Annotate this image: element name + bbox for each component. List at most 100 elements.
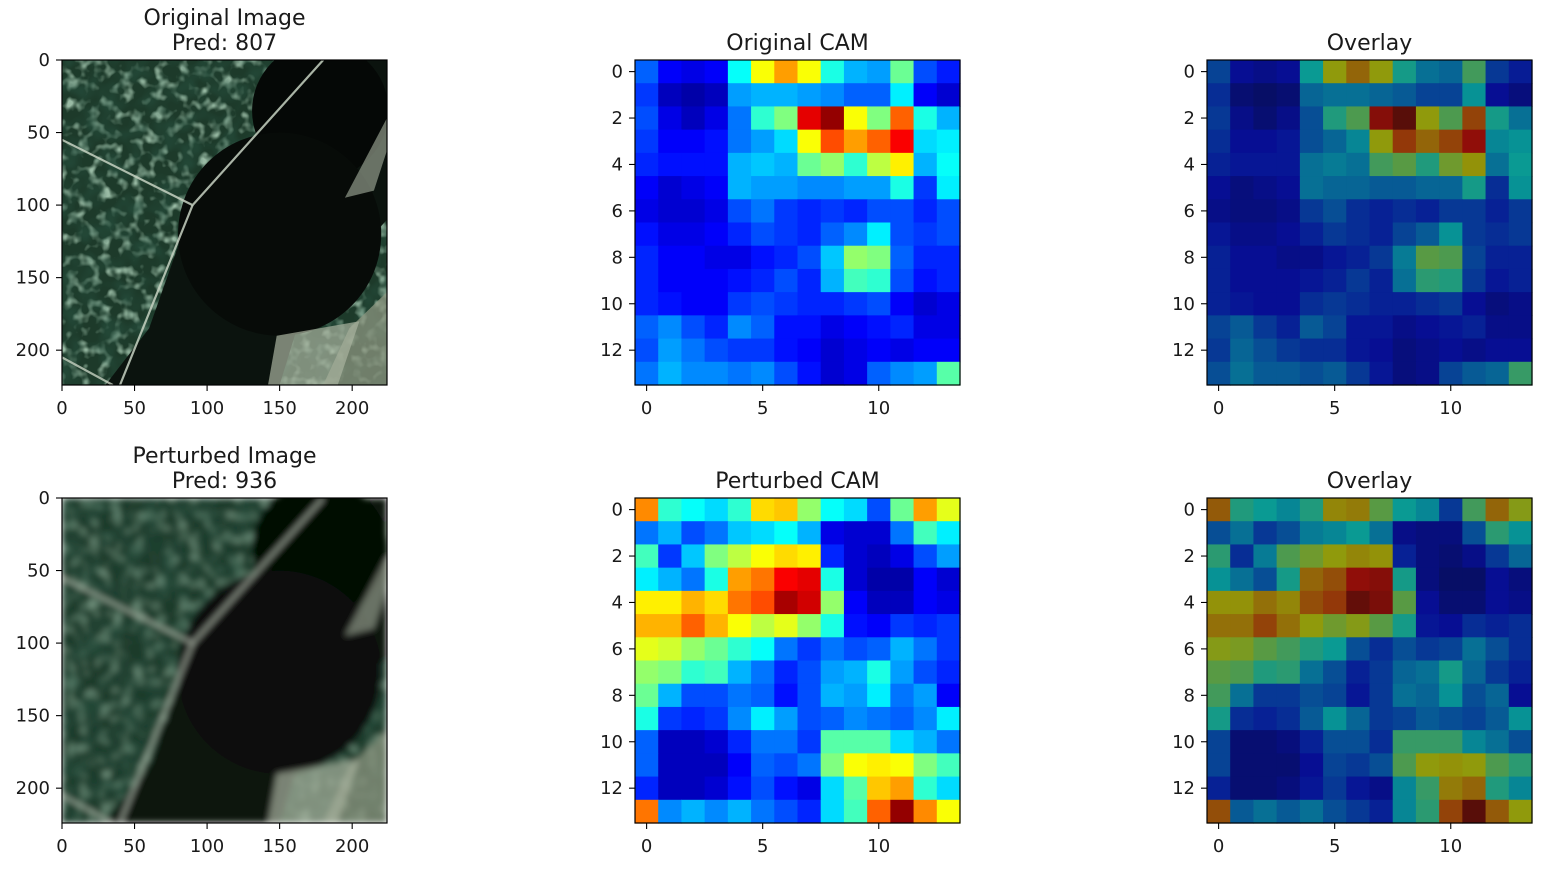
heatmap-cell xyxy=(936,152,961,177)
heatmap-cell xyxy=(1439,567,1463,592)
heatmap-cell xyxy=(843,106,868,131)
heatmap-cell xyxy=(890,730,915,754)
heatmap-cell xyxy=(727,338,752,363)
heatmap-cell xyxy=(751,753,775,778)
heatmap-cell xyxy=(843,753,868,778)
heatmap-cell xyxy=(704,730,729,754)
heatmap-cell xyxy=(635,753,659,778)
heatmap-cell xyxy=(1415,498,1440,522)
heatmap-cell xyxy=(1323,683,1347,708)
heatmap-cell xyxy=(1230,129,1255,154)
heatmap-cell xyxy=(635,706,659,731)
heatmap-cell xyxy=(658,660,683,685)
heatmap-cell xyxy=(751,521,775,546)
heatmap-cell xyxy=(797,268,822,293)
heatmap-cell xyxy=(1276,315,1301,340)
pivot-circle-middle xyxy=(178,132,382,336)
heatmap-cell xyxy=(658,338,683,363)
heatmap-cell xyxy=(704,776,729,801)
heatmap-cell xyxy=(1230,753,1255,778)
heatmap-cell xyxy=(635,521,659,546)
heatmap-cell xyxy=(890,567,915,592)
heatmap-cell xyxy=(1299,152,1324,177)
heatmap-cell xyxy=(1299,106,1324,131)
heatmap-cell xyxy=(1299,683,1324,708)
heatmap-cell xyxy=(1323,152,1347,177)
heatmap-cell xyxy=(797,60,822,84)
heatmap-cell xyxy=(774,776,799,801)
y-tick-label: 4 xyxy=(612,154,623,175)
heatmap-cell xyxy=(1346,637,1371,662)
heatmap-cell xyxy=(1207,590,1231,615)
heatmap-cell xyxy=(1253,83,1278,108)
heatmap-cell xyxy=(681,129,706,154)
heatmap-cell xyxy=(1439,753,1463,778)
heatmap-cell xyxy=(1253,730,1278,754)
x-tick-label: 5 xyxy=(1329,398,1340,419)
heatmap-cell xyxy=(681,245,706,270)
heatmap-cell xyxy=(1392,660,1417,685)
heatmap-cell xyxy=(635,152,659,177)
heatmap-cell xyxy=(1276,544,1301,569)
heatmap-cell xyxy=(1230,152,1255,177)
heatmap-cell xyxy=(1323,361,1347,386)
y-tick-label: 6 xyxy=(612,201,623,222)
heatmap-cell xyxy=(843,776,868,801)
heatmap-cell xyxy=(1346,361,1371,386)
heatmap-cell xyxy=(936,60,961,84)
axes-frame xyxy=(634,59,961,386)
heatmap-cell xyxy=(1253,60,1278,84)
heatmap-cell xyxy=(774,292,799,316)
heatmap-cell xyxy=(843,799,868,824)
heatmap-cell xyxy=(704,83,729,108)
heatmap-cell xyxy=(1346,567,1371,592)
heatmap-cell xyxy=(1323,567,1347,592)
heatmap-cell xyxy=(1230,292,1255,316)
panel-orig-overlay: 0 5 10 0 2 4 6 8 10 12 Overlay xyxy=(1172,31,1533,419)
panel-title: Overlay xyxy=(1327,31,1413,56)
heatmap-cell xyxy=(1230,637,1255,662)
heatmap-cell xyxy=(1415,315,1440,340)
heatmap-cell xyxy=(1299,544,1324,569)
heatmap-cell xyxy=(658,60,683,84)
y-tick-label: 2 xyxy=(1184,546,1195,567)
heatmap-cell xyxy=(797,776,822,801)
heatmap-cell xyxy=(1415,338,1440,363)
heatmap-cell xyxy=(890,106,915,131)
heatmap-cell xyxy=(1485,199,1510,224)
heatmap-cell xyxy=(867,106,891,131)
heatmap-cell xyxy=(913,753,938,778)
heatmap-cell xyxy=(658,176,683,200)
heatmap-cell xyxy=(1485,83,1510,108)
heatmap-cell xyxy=(1276,498,1301,522)
heatmap-cell xyxy=(1299,567,1324,592)
heatmap-cell xyxy=(1415,292,1440,316)
heatmap-cell xyxy=(1299,660,1324,685)
heatmap-cell xyxy=(681,521,706,546)
heatmap-cell xyxy=(727,590,752,615)
heatmap-cell xyxy=(1439,776,1463,801)
heatmap-cell xyxy=(936,176,961,200)
y-tick-label: 0 xyxy=(39,50,50,71)
heatmap-cell xyxy=(1323,106,1347,131)
heatmap-cell xyxy=(1230,776,1255,801)
heatmap-cell xyxy=(704,152,729,177)
road-line xyxy=(62,356,114,385)
heatmap-cell xyxy=(843,60,868,84)
heatmap-cell xyxy=(635,683,659,708)
heatmap-cell xyxy=(1508,683,1533,708)
heatmap-cell xyxy=(1508,544,1533,569)
heatmap-cell xyxy=(913,521,938,546)
heatmap-cell xyxy=(1207,176,1231,200)
heatmap-cell xyxy=(1508,590,1533,615)
heatmap-cell xyxy=(1299,245,1324,270)
heatmap-cell xyxy=(1485,268,1510,293)
heatmap-cell xyxy=(1392,199,1417,224)
heatmap-cell xyxy=(913,660,938,685)
heatmap-cell xyxy=(658,590,683,615)
heatmap-cell xyxy=(1462,660,1487,685)
heatmap-cell xyxy=(751,222,775,247)
heatmap-cell xyxy=(936,637,961,662)
heatmap-cell xyxy=(1485,245,1510,270)
heatmap-cell xyxy=(681,799,706,824)
